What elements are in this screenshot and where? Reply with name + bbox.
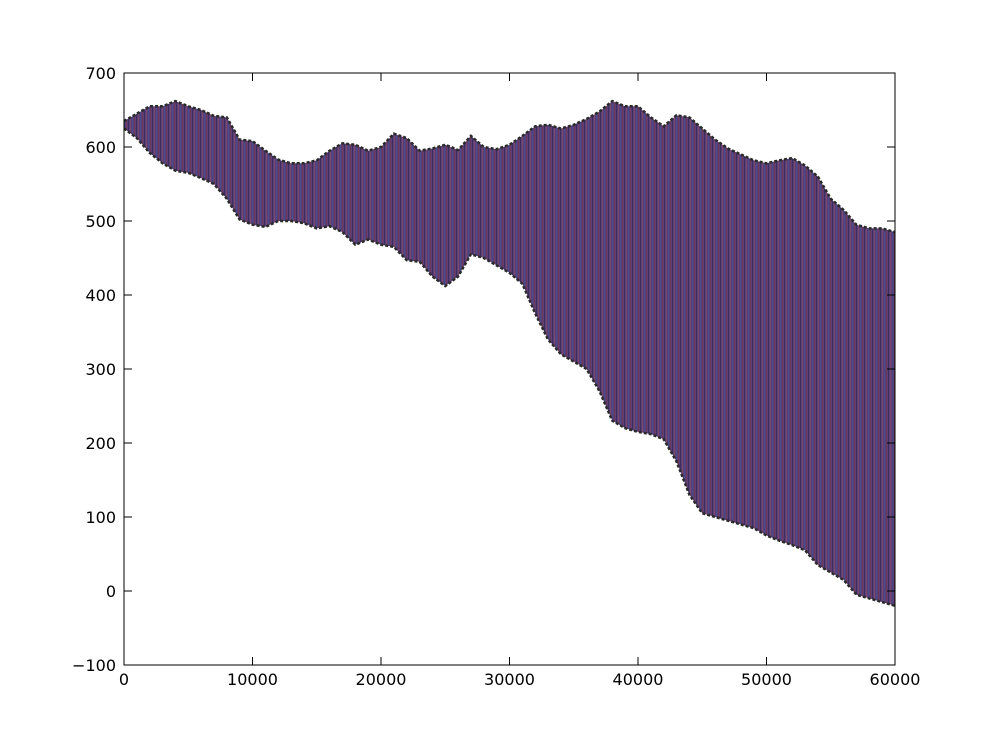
y-tick-label: −100 — [72, 656, 116, 675]
x-tick-label: 60000 — [870, 670, 921, 689]
y-tick-label: 700 — [85, 64, 116, 83]
lower-edge-line — [124, 127, 895, 608]
y-tick-label: 0 — [106, 582, 116, 601]
x-tick-label: 50000 — [741, 670, 792, 689]
y-tick-label: 400 — [85, 286, 116, 305]
x-tick-label: 40000 — [613, 670, 664, 689]
x-tick-label: 30000 — [484, 670, 535, 689]
plot-area — [124, 99, 895, 608]
y-axis: −100 0 100 200 300 400 500 600 700 — [72, 64, 895, 675]
x-tick-label: 20000 — [356, 670, 407, 689]
y-tick-label: 300 — [85, 360, 116, 379]
x-tick-label: 10000 — [227, 670, 278, 689]
y-tick-label: 200 — [85, 434, 116, 453]
upper-edge-line — [124, 99, 895, 234]
y-tick-label: 500 — [85, 212, 116, 231]
y-tick-label: 600 — [85, 138, 116, 157]
x-axis: 0 10000 20000 30000 40000 50000 60000 — [119, 73, 921, 689]
fill-between-band — [124, 101, 895, 606]
x-tick-label: 0 — [119, 670, 129, 689]
y-tick-label: 100 — [85, 508, 116, 527]
